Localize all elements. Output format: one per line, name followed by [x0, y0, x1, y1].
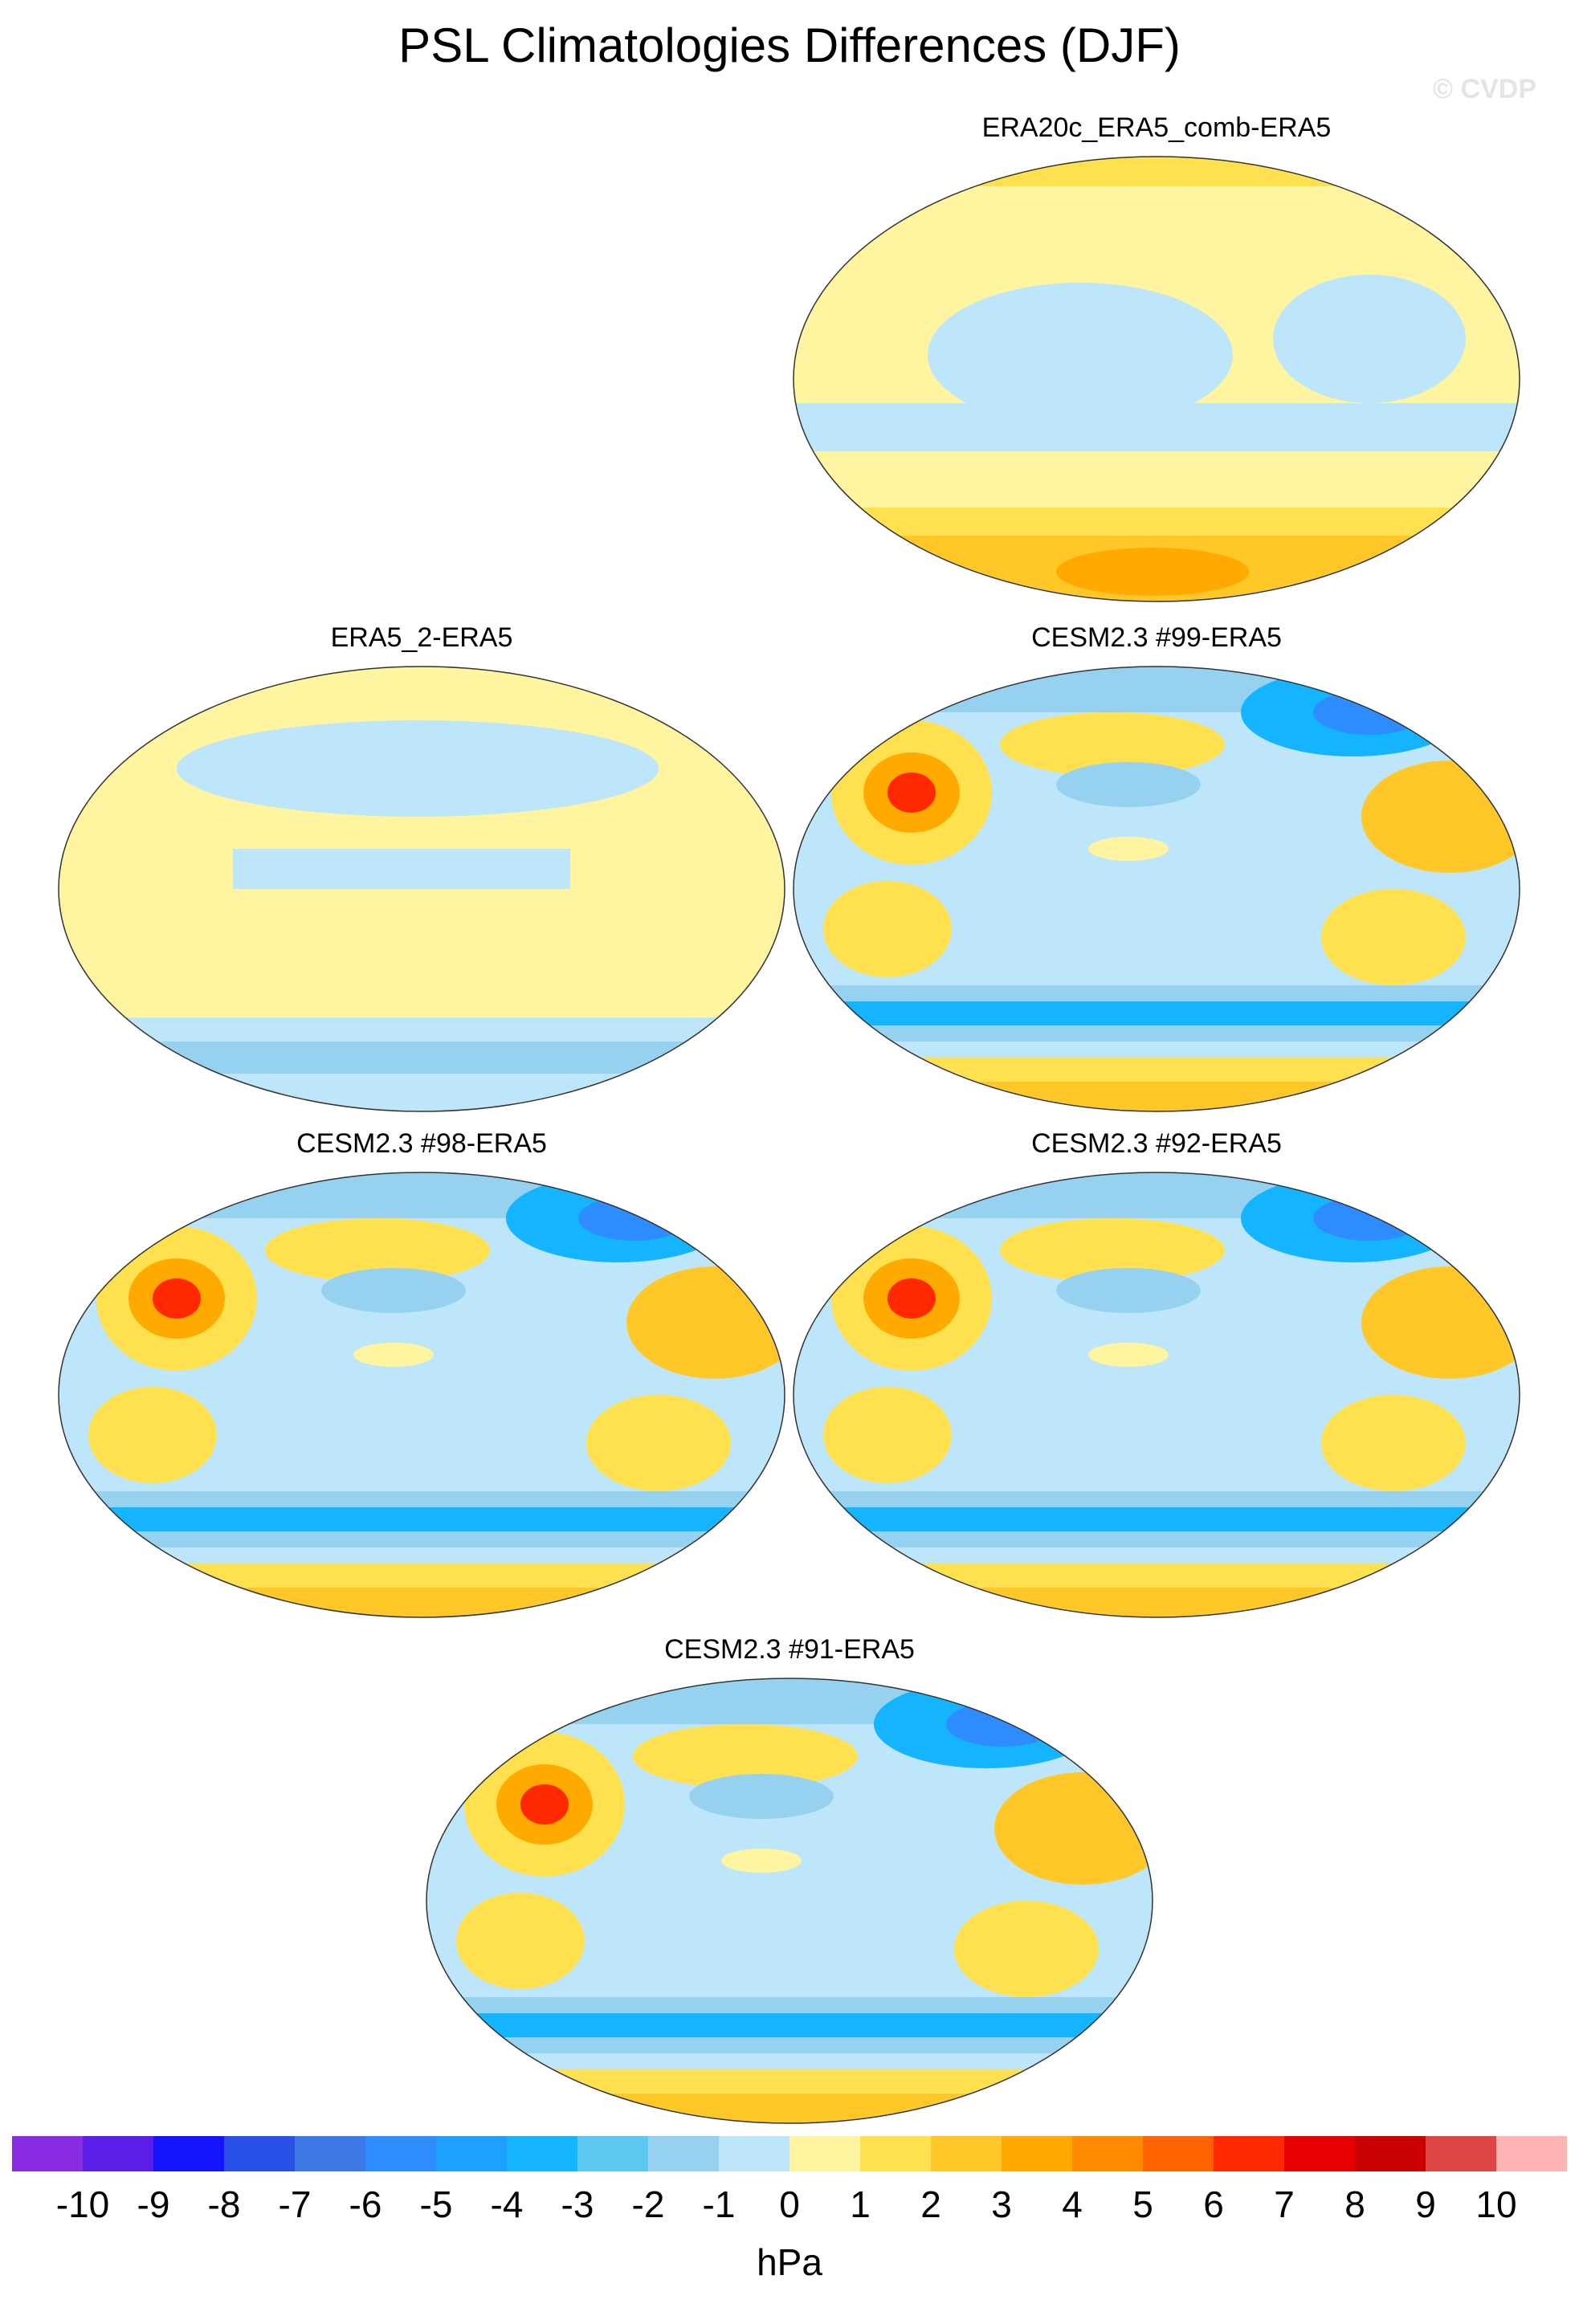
colorbar-swatch — [153, 2136, 224, 2171]
colorbar-swatch — [507, 2136, 577, 2171]
map-cesm-91 — [426, 1678, 1153, 2124]
panel-title: ERA20c_ERA5_comb-ERA5 — [981, 112, 1332, 143]
colorbar-swatch — [1284, 2136, 1355, 2171]
colorbar-swatch — [83, 2136, 153, 2171]
colorbar-swatch — [931, 2136, 1002, 2171]
map-era20c — [793, 156, 1520, 602]
colorbar-tick-label: -5 — [419, 2183, 453, 2225]
map-cesm-92 — [793, 1172, 1520, 1618]
colorbar-tick-label: 2 — [920, 2183, 941, 2225]
panel-title: CESM2.3 #92-ERA5 — [1031, 1128, 1282, 1159]
colorbar-swatch — [365, 2136, 436, 2171]
colorbar-tick-label: 6 — [1203, 2183, 1224, 2225]
colorbar-tick-label: -9 — [137, 2183, 170, 2225]
colorbar-tick-label: -6 — [349, 2183, 382, 2225]
colorbar-swatch — [224, 2136, 295, 2171]
figure-title: PSL Climatologies Differences (DJF) — [398, 18, 1181, 72]
map-outline — [58, 1172, 785, 1618]
cvdp-watermark: © CVDP — [1433, 74, 1536, 104]
map-panel-era5-2: ERA5_2-ERA5 — [56, 622, 787, 1120]
panel-title: CESM2.3 #99-ERA5 — [1031, 622, 1282, 653]
colorbar-tick-label: -10 — [55, 2183, 110, 2225]
map-outline — [58, 666, 785, 1112]
map-panel-cesm-92: CESM2.3 #92-ERA5 — [791, 1128, 1522, 1626]
colorbar-tick-label: -1 — [702, 2183, 736, 2225]
map-panel-cesm-98: CESM2.3 #98-ERA5 — [56, 1128, 787, 1626]
colorbar-tick-label: -8 — [207, 2183, 241, 2225]
colorbar-swatch — [648, 2136, 719, 2171]
colorbar-tick-label: 8 — [1344, 2183, 1365, 2225]
colorbar-tick-label: 10 — [1475, 2183, 1517, 2225]
colorbar-tick-label: 7 — [1274, 2183, 1295, 2225]
colorbar-swatch — [295, 2136, 365, 2171]
colorbar-tick-label: 9 — [1415, 2183, 1436, 2225]
colorbar-swatch — [1002, 2136, 1072, 2171]
colorbar-tick-label: 0 — [779, 2183, 800, 2225]
colorbar-units: hPa — [757, 2241, 822, 2283]
map-panel-cesm-91: CESM2.3 #91-ERA5 — [424, 1634, 1155, 2132]
colorbar-swatch — [719, 2136, 790, 2171]
colorbar-swatch — [860, 2136, 931, 2171]
map-panel-cesm-99: CESM2.3 #99-ERA5 — [791, 622, 1522, 1120]
colorbar-tick-label: 3 — [991, 2183, 1012, 2225]
colorbar-swatch — [1143, 2136, 1214, 2171]
map-cesm-98 — [58, 1172, 785, 1618]
colorbar-tick-label: 4 — [1062, 2183, 1083, 2225]
map-field — [426, 1678, 1153, 2123]
panel-title: ERA5_2-ERA5 — [330, 622, 513, 653]
map-outline — [793, 156, 1520, 602]
colorbar-swatch — [1214, 2136, 1284, 2171]
panel-title: CESM2.3 #98-ERA5 — [296, 1128, 547, 1159]
map-field — [794, 667, 1520, 1111]
map-field — [59, 667, 785, 1111]
colorbar-tick-label: 5 — [1132, 2183, 1153, 2225]
colorbar-swatch — [1496, 2136, 1567, 2171]
map-panel-era20c: ERA20c_ERA5_comb-ERA5 — [791, 112, 1522, 610]
colorbar-swatch — [577, 2136, 648, 2171]
colorbar-ticks: -10 -9 -8 -7 -6 -5 -4 -3 -2 -1 0 1 2 3 4 5 6 7 8 9 10 — [12, 2183, 1567, 2231]
colorbar-tick-label: -4 — [490, 2183, 524, 2225]
colorbar-swatch — [1072, 2136, 1143, 2171]
map-outline — [793, 666, 1520, 1112]
colorbar-swatch — [12, 2136, 83, 2171]
map-era5-2 — [58, 666, 785, 1112]
colorbar-swatch — [1426, 2136, 1496, 2171]
colorbar — [12, 2136, 1567, 2171]
map-outline — [793, 1172, 1520, 1618]
colorbar-tick-label: -2 — [631, 2183, 665, 2225]
colorbar-swatch — [1355, 2136, 1426, 2171]
map-cesm-99 — [793, 666, 1520, 1112]
colorbar-swatch — [436, 2136, 507, 2171]
colorbar-tick-label: -3 — [561, 2183, 594, 2225]
colorbar-tick-label: -7 — [278, 2183, 312, 2225]
colorbar-swatch — [790, 2136, 860, 2171]
colorbar-tick-label: 1 — [850, 2183, 871, 2225]
map-outline — [426, 1678, 1153, 2124]
panel-title: CESM2.3 #91-ERA5 — [664, 1634, 915, 1665]
